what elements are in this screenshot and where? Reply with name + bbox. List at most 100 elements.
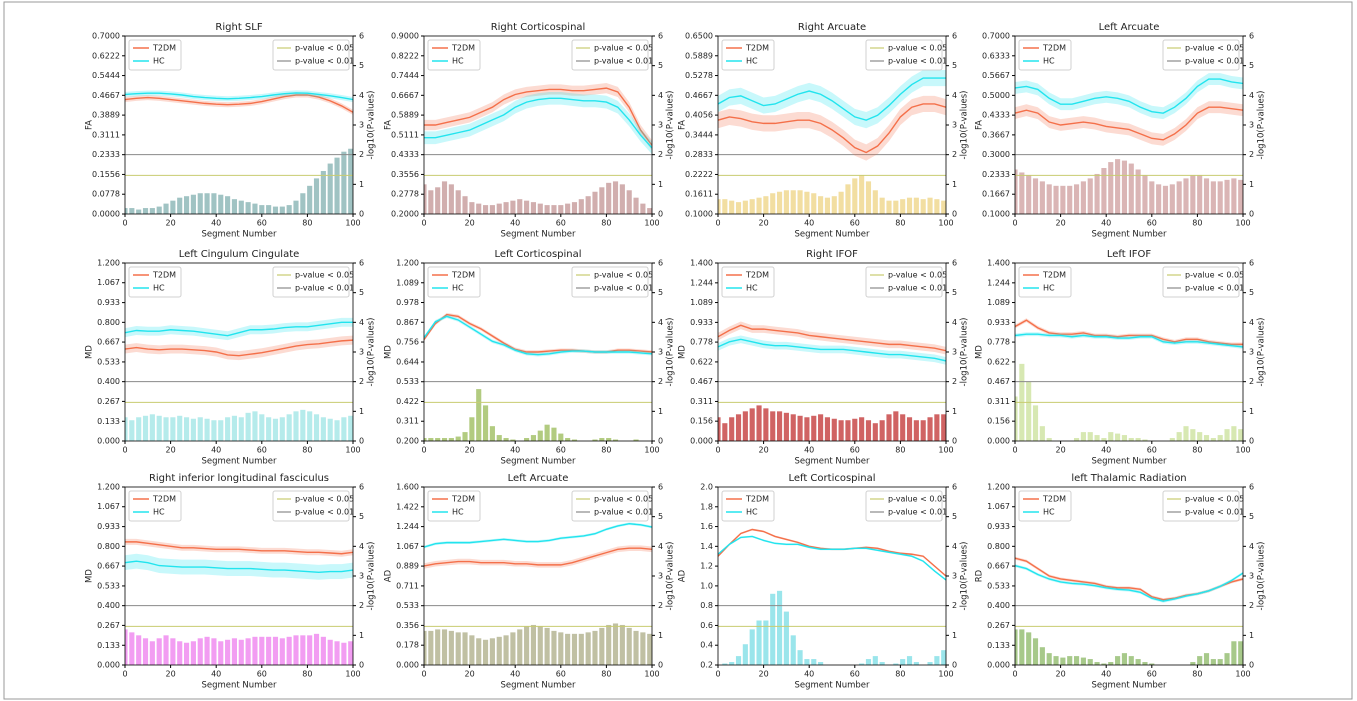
p-value-bar: [157, 416, 162, 441]
y-tick-label: 0.356: [396, 621, 419, 630]
p-value-bar: [1231, 426, 1236, 441]
x-tick-label: 40: [1101, 446, 1111, 455]
legend-label: T2DM: [745, 495, 769, 504]
p-value-bar: [1026, 175, 1031, 214]
p-value-bar: [606, 625, 611, 665]
y-tick-label: 0.000: [987, 661, 1010, 670]
legend-label: p-value < 0.01: [1185, 284, 1244, 293]
y-axis-label: AD: [384, 569, 394, 582]
y2-tick-label: 2: [952, 150, 957, 159]
y2-tick-label: 1: [658, 407, 663, 416]
p-value-bar: [225, 417, 230, 441]
y-axis-label: FA: [384, 120, 394, 130]
p-value-bar: [1204, 178, 1209, 214]
p-value-bar: [300, 635, 305, 665]
p-value-bar: [462, 432, 467, 441]
p-value-bar: [510, 201, 515, 214]
p-value-bar: [456, 632, 461, 665]
y-tick-label: 0.2778: [391, 190, 419, 199]
y-tick-label: 0.5278: [685, 71, 713, 80]
legend-label: HC: [452, 284, 464, 293]
y2-tick-label: 0: [658, 661, 663, 670]
y-tick-label: 0.1000: [982, 210, 1010, 219]
p-value-bar: [435, 187, 440, 214]
p-value-bar: [246, 638, 251, 665]
p-value-bar: [545, 425, 550, 441]
p-value-bar: [198, 638, 203, 665]
y-tick-label: 2.0: [700, 483, 713, 492]
x-tick-label: 60: [556, 670, 566, 679]
legend-label: HC: [1043, 508, 1055, 517]
p-value-bar: [293, 201, 298, 214]
y-tick-label: 0.4667: [92, 91, 120, 100]
p-value-bar: [811, 416, 816, 441]
y-tick-label: 0.800: [97, 318, 120, 327]
p-value-bar: [586, 632, 591, 665]
legend-label: HC: [153, 57, 165, 66]
y2-tick-label: 2: [359, 150, 364, 159]
p-value-bar: [490, 426, 495, 441]
p-value-bar: [456, 190, 461, 214]
p-value-bar: [613, 623, 618, 665]
p-value-bar: [558, 632, 563, 665]
p-value-bar: [1183, 426, 1188, 441]
x-tick-label: 60: [556, 446, 566, 455]
p-value-bar: [483, 405, 488, 441]
p-value-bar: [211, 638, 216, 665]
y2-tick-label: 2: [1249, 150, 1254, 159]
y-axis-label: FA: [85, 120, 95, 130]
legend: T2DMHC: [1019, 40, 1071, 70]
p-value-bar: [1204, 653, 1209, 665]
p-value-bar: [599, 628, 604, 665]
y-tick-label: 0.933: [97, 298, 120, 307]
p-value-bar: [259, 414, 264, 441]
p-value-bar: [232, 638, 237, 665]
p-value-bar: [914, 662, 919, 665]
p-value-bar: [558, 434, 563, 441]
y-tick-label: 0.5000: [982, 91, 1010, 100]
p-value-bar: [1142, 662, 1147, 665]
y2-tick-label: 3: [1249, 121, 1254, 130]
p-value-bar: [170, 417, 175, 441]
x-tick-label: 60: [257, 670, 267, 679]
x-tick-label: 40: [211, 670, 221, 679]
y-tick-label: 0.2222: [685, 170, 713, 179]
legend: T2DM HC: [129, 40, 181, 70]
p-value-bar: [1108, 662, 1113, 665]
chart-title: Right inferior longitudinal fasciculus: [149, 473, 329, 484]
p-value-bar: [136, 210, 141, 214]
x-tick-label: 0: [421, 670, 426, 679]
p-value-bar: [314, 634, 319, 665]
legend-label: HC: [153, 284, 165, 293]
y-tick-label: 0.267: [987, 621, 1010, 630]
y-tick-label: 0.533: [396, 377, 419, 386]
p-value-bar: [927, 198, 932, 214]
y2-tick-label: 4: [658, 542, 663, 551]
p-value-bar: [777, 591, 782, 665]
x-tick-label: 40: [804, 219, 814, 228]
y-tick-label: 0.267: [97, 397, 120, 406]
p-value-bar: [1231, 641, 1236, 665]
x-tick-label: 40: [804, 670, 814, 679]
y-tick-label: 0.3000: [982, 150, 1010, 159]
p-value-bar: [818, 196, 823, 214]
p-value-bar: [1211, 181, 1216, 214]
p-value-bar: [150, 208, 155, 214]
y-tick-label: 0.178: [396, 641, 419, 650]
y2-tick-label: 5: [359, 512, 364, 521]
p-value-bar: [334, 158, 339, 214]
y2-tick-label: 5: [658, 512, 663, 521]
x-tick-label: 0: [1012, 446, 1017, 455]
y2-tick-label: 3: [658, 348, 663, 357]
p-value-bar: [558, 205, 563, 214]
y2-tick-label: 6: [658, 483, 663, 492]
p-value-bar: [921, 420, 926, 441]
p-value-bar: [428, 438, 433, 441]
x-tick-label: 80: [601, 670, 611, 679]
p-value-bar: [157, 638, 162, 665]
legend-label: T2DM: [745, 271, 769, 280]
y-tick-label: 1.400: [690, 259, 713, 268]
p-value-bar: [1156, 184, 1161, 214]
legend-label: T2DM: [152, 44, 176, 53]
y-tick-label: 0.933: [97, 522, 120, 531]
